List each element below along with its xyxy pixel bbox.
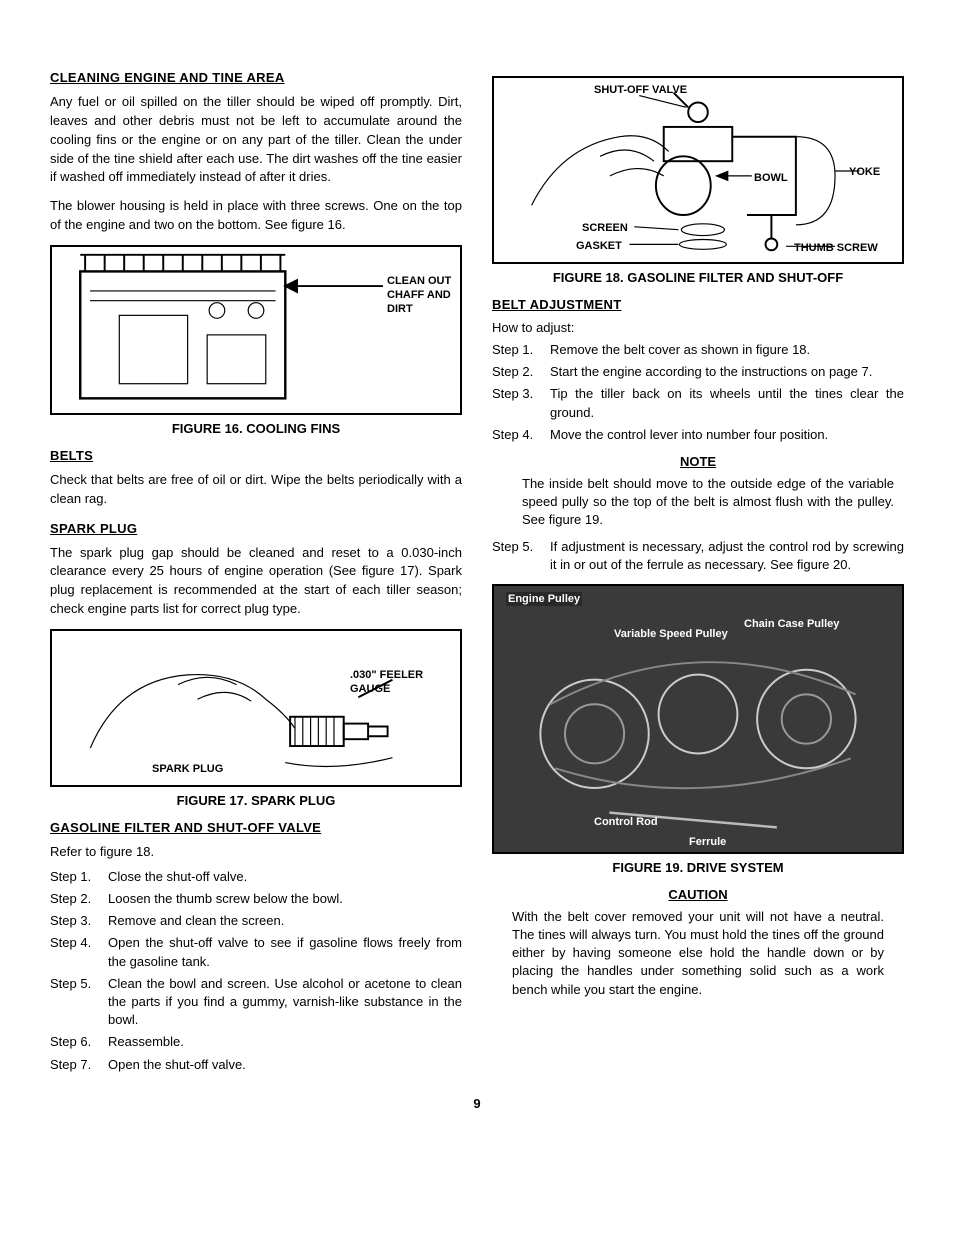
page: CLEANING ENGINE AND TINE AREA Any fuel o… — [0, 0, 954, 1151]
fig19-ferrule: Ferrule — [689, 836, 726, 848]
fig17-label-3: SPARK PLUG — [152, 763, 223, 775]
figure-16: CLEAN OUT CHAFF AND DIRT — [50, 245, 462, 415]
step-7: Step 7.Open the shut-off valve. — [50, 1056, 462, 1074]
belt-steps-2: Step 5.If adjustment is necessary, adjus… — [492, 538, 904, 574]
heading-cleaning: CLEANING ENGINE AND TINE AREA — [50, 70, 462, 85]
right-column: SHUT-OFF VALVE BOWL YOKE SCREEN GASKET T… — [492, 70, 904, 1084]
fig18-gasket: GASKET — [576, 240, 622, 252]
fig17-label-1: .030" FEELER — [350, 669, 423, 681]
belt-step-1: Step 1.Remove the belt cover as shown in… — [492, 341, 904, 359]
para-cleaning-1: Any fuel or oil spilled on the tiller sh… — [50, 93, 462, 187]
step-2: Step 2.Loosen the thumb screw below the … — [50, 890, 462, 908]
fig18-yoke: YOKE — [849, 166, 880, 178]
step-3: Step 3.Remove and clean the screen. — [50, 912, 462, 930]
para-belts: Check that belts are free of oil or dirt… — [50, 471, 462, 509]
left-column: CLEANING ENGINE AND TINE AREA Any fuel o… — [50, 70, 462, 1084]
para-refer-fig18: Refer to figure 18. — [50, 843, 462, 862]
fig19-variable: Variable Speed Pulley — [614, 628, 728, 640]
fig16-label-3: DIRT — [387, 303, 413, 315]
belt-steps-1: Step 1.Remove the belt cover as shown in… — [492, 341, 904, 444]
fig19-control: Control Rod — [594, 816, 658, 828]
note-body: The inside belt should move to the outsi… — [522, 475, 904, 530]
para-cleaning-2: The blower housing is held in place with… — [50, 197, 462, 235]
fig16-label-2: CHAFF AND — [387, 289, 451, 301]
step-1: Step 1.Close the shut-off valve. — [50, 868, 462, 886]
note-heading: NOTE — [492, 454, 904, 469]
step-6: Step 6.Reassemble. — [50, 1033, 462, 1051]
fig19-engine: Engine Pulley — [506, 592, 582, 606]
fig16-label-1: CLEAN OUT — [387, 275, 451, 287]
belt-step-3: Step 3.Tip the tiller back on its wheels… — [492, 385, 904, 421]
step-5: Step 5.Clean the bowl and screen. Use al… — [50, 975, 462, 1030]
belt-step-2: Step 2.Start the engine according to the… — [492, 363, 904, 381]
heading-gasoline: GASOLINE FILTER AND SHUT-OFF VALVE — [50, 820, 462, 835]
belt-step-5: Step 5.If adjustment is necessary, adjus… — [492, 538, 904, 574]
figure-16-caption: FIGURE 16. COOLING FINS — [50, 421, 462, 436]
heading-belt-adj: BELT ADJUSTMENT — [492, 297, 904, 312]
figure-19: Engine Pulley Variable Speed Pulley Chai… — [492, 584, 904, 854]
figure-17-caption: FIGURE 17. SPARK PLUG — [50, 793, 462, 808]
fig18-screen: SCREEN — [582, 222, 628, 234]
fig18-thumb: THUMB SCREW — [794, 242, 878, 254]
belt-step-4: Step 4.Move the control lever into numbe… — [492, 426, 904, 444]
fig19-chain: Chain Case Pulley — [744, 618, 839, 630]
step-4: Step 4.Open the shut-off valve to see if… — [50, 934, 462, 970]
fig18-bowl: BOWL — [754, 172, 788, 184]
para-spark-plug: The spark plug gap should be cleaned and… — [50, 544, 462, 619]
howto-adjust: How to adjust: — [492, 320, 904, 335]
two-column-layout: CLEANING ENGINE AND TINE AREA Any fuel o… — [50, 70, 904, 1084]
heading-belts: BELTS — [50, 448, 462, 463]
heading-spark-plug: SPARK PLUG — [50, 521, 462, 536]
figure-19-caption: FIGURE 19. DRIVE SYSTEM — [492, 860, 904, 875]
caution-body: With the belt cover removed your unit wi… — [512, 908, 884, 999]
fig17-label-2: GAUGE — [350, 683, 390, 695]
caution-heading: CAUTION — [492, 887, 904, 902]
page-number: 9 — [50, 1096, 904, 1111]
gasoline-steps: Step 1.Close the shut-off valve. Step 2.… — [50, 868, 462, 1074]
fig18-shutoff: SHUT-OFF VALVE — [594, 84, 687, 96]
figure-18-caption: FIGURE 18. GASOLINE FILTER AND SHUT-OFF — [492, 270, 904, 285]
figure-17: .030" FEELER GAUGE SPARK PLUG — [50, 629, 462, 787]
figure-18: SHUT-OFF VALVE BOWL YOKE SCREEN GASKET T… — [492, 76, 904, 264]
